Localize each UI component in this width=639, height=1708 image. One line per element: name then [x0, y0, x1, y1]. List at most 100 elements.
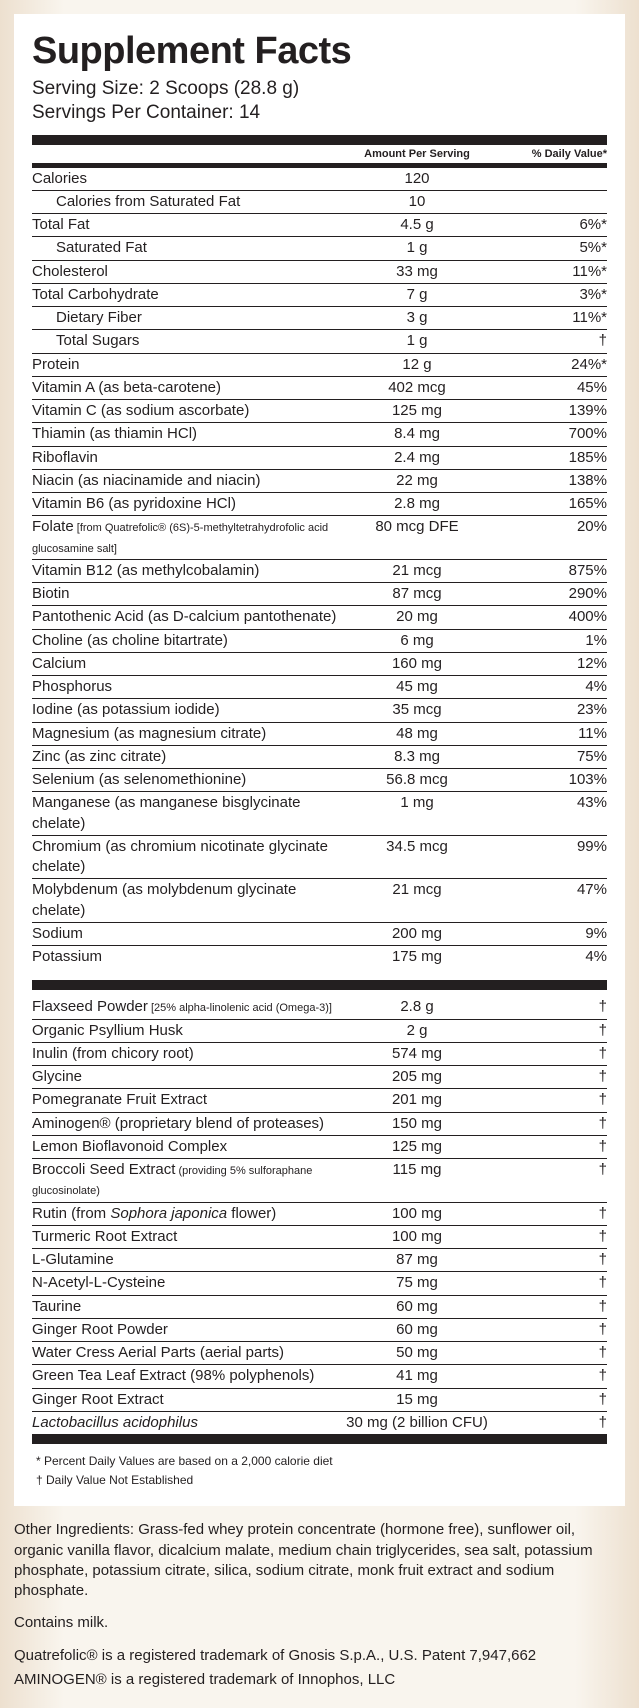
nutrient-dv: 47% — [497, 880, 607, 900]
nutrient-amount: 1 g — [337, 238, 497, 258]
nutrient-dv: † — [497, 1250, 607, 1270]
table-row: Pantothenic Acid (as D-calcium pantothen… — [32, 606, 607, 629]
table-row: Molybdenum (as molybdenum glycinate chel… — [32, 879, 607, 923]
table-row: Lactobacillus acidophilus30 mg (2 billio… — [32, 1412, 607, 1434]
nutrient-amount: 100 mg — [337, 1204, 497, 1224]
nutrient-dv: † — [497, 1160, 607, 1180]
nutrient-name: Total Fat — [32, 215, 337, 235]
table-row: Organic Psyllium Husk2 g† — [32, 1020, 607, 1043]
nutrient-dv: 11% — [497, 724, 607, 744]
nutrient-amount: 75 mg — [337, 1273, 497, 1293]
table-row: Sodium200 mg9% — [32, 923, 607, 946]
nutrient-amount: 1 mg — [337, 793, 497, 813]
nutrient-dv: † — [497, 1137, 607, 1157]
footnotes: * Percent Daily Values are based on a 2,… — [32, 1444, 607, 1492]
nutrient-name: Total Sugars — [32, 331, 337, 351]
nutrient-name: Vitamin B6 (as pyridoxine HCl) — [32, 494, 337, 514]
table-row: Chromium (as chromium nicotinate glycina… — [32, 836, 607, 880]
nutrient-name: Niacin (as niacinamide and niacin) — [32, 471, 337, 491]
trademark-1: Quatrefolic® is a registered trademark o… — [14, 1646, 625, 1666]
table-row: Vitamin A (as beta-carotene)402 mcg45% — [32, 377, 607, 400]
table-row: Magnesium (as magnesium citrate)48 mg11% — [32, 723, 607, 746]
nutrient-name: Lactobacillus acidophilus — [32, 1413, 337, 1433]
nutrient-name: Riboflavin — [32, 448, 337, 468]
nutrient-name: Taurine — [32, 1297, 337, 1317]
table-row: Green Tea Leaf Extract (98% polyphenols)… — [32, 1365, 607, 1388]
nutrient-name: Calcium — [32, 654, 337, 674]
nutrient-amount: 56.8 mcg — [337, 770, 497, 790]
nutrient-dv: 9% — [497, 924, 607, 944]
nutrient-dv: 24%* — [497, 355, 607, 375]
nutrient-name: Biotin — [32, 584, 337, 604]
nutrient-dv: 4% — [497, 947, 607, 967]
nutrient-name: Organic Psyllium Husk — [32, 1021, 337, 1041]
nutrient-amount: 41 mg — [337, 1366, 497, 1386]
nutrient-dv: † — [497, 1390, 607, 1410]
nutrient-amount: 175 mg — [337, 947, 497, 967]
nutrient-dv: 139% — [497, 401, 607, 421]
table-row: Vitamin B6 (as pyridoxine HCl)2.8 mg165% — [32, 493, 607, 516]
nutrient-amount: 205 mg — [337, 1067, 497, 1087]
nutrient-amount: 150 mg — [337, 1114, 497, 1134]
nutrient-dv: † — [497, 331, 607, 351]
table-row: L-Glutamine87 mg† — [32, 1249, 607, 1272]
nutrient-amount: 402 mcg — [337, 378, 497, 398]
nutrient-amount: 200 mg — [337, 924, 497, 944]
table-row: Ginger Root Powder60 mg† — [32, 1319, 607, 1342]
nutrient-amount: 20 mg — [337, 607, 497, 627]
nutrient-name: Lemon Bioflavonoid Complex — [32, 1137, 337, 1157]
nutrient-dv: 400% — [497, 607, 607, 627]
nutrient-name: Protein — [32, 355, 337, 375]
table-row: Zinc (as zinc citrate)8.3 mg75% — [32, 746, 607, 769]
nutrient-dv: 11%* — [497, 308, 607, 328]
nutrient-amount: 50 mg — [337, 1343, 497, 1363]
nutrient-dv: † — [497, 1343, 607, 1363]
table-row: Potassium175 mg4% — [32, 946, 607, 968]
table-row: Manganese (as manganese bisglycinate che… — [32, 792, 607, 836]
divider-thick — [32, 980, 607, 990]
nutrient-name: Chromium (as chromium nicotinate glycina… — [32, 837, 337, 878]
nutrient-name: Pomegranate Fruit Extract — [32, 1090, 337, 1110]
nutrient-name: L-Glutamine — [32, 1250, 337, 1270]
table-row: Rutin (from Sophora japonica flower)100 … — [32, 1203, 607, 1226]
table-row: Water Cress Aerial Parts (aerial parts)5… — [32, 1342, 607, 1365]
nutrient-name: Total Carbohydrate — [32, 285, 337, 305]
nutrient-amount: 48 mg — [337, 724, 497, 744]
table-row: Selenium (as selenomethionine)56.8 mcg10… — [32, 769, 607, 792]
nutrient-amount: 120 — [337, 169, 497, 189]
nutrient-amount: 125 mg — [337, 401, 497, 421]
nutrient-name: Magnesium (as magnesium citrate) — [32, 724, 337, 744]
nutrient-name: Calories from Saturated Fat — [32, 192, 337, 212]
nutrient-amount: 8.3 mg — [337, 747, 497, 767]
nutrient-dv: 700% — [497, 424, 607, 444]
table-row: Lemon Bioflavonoid Complex125 mg† — [32, 1136, 607, 1159]
nutrient-name: Glycine — [32, 1067, 337, 1087]
nutrient-dv: 12% — [497, 654, 607, 674]
table-row: Biotin87 mcg290% — [32, 583, 607, 606]
nutrient-amount: 45 mg — [337, 677, 497, 697]
table-row: Iodine (as potassium iodide)35 mcg23% — [32, 699, 607, 722]
table-row: Glycine205 mg† — [32, 1066, 607, 1089]
table-row: Cholesterol33 mg11%* — [32, 261, 607, 284]
nutrient-dv: 75% — [497, 747, 607, 767]
nutrient-amount: 2 g — [337, 1021, 497, 1041]
serving-info: Serving Size: 2 Scoops (28.8 g) Servings… — [32, 77, 607, 125]
table-row: Saturated Fat1 g5%* — [32, 237, 607, 260]
nutrient-amount: 22 mg — [337, 471, 497, 491]
table-row: Aminogen® (proprietary blend of protease… — [32, 1113, 607, 1136]
nutrient-amount: 30 mg (2 billion CFU) — [337, 1413, 497, 1433]
additional-info: Other Ingredients: Grass-fed whey protei… — [14, 1520, 625, 1690]
nutrient-dv: 185% — [497, 448, 607, 468]
nutrient-name: Green Tea Leaf Extract (98% polyphenols) — [32, 1366, 337, 1386]
nutrient-dv: † — [497, 1366, 607, 1386]
nutrient-dv: 99% — [497, 837, 607, 857]
nutrient-dv: † — [497, 1297, 607, 1317]
nutrient-dv: † — [497, 1273, 607, 1293]
nutrient-name: Zinc (as zinc citrate) — [32, 747, 337, 767]
nutrient-dv: 138% — [497, 471, 607, 491]
nutrient-amount: 15 mg — [337, 1390, 497, 1410]
table-row: Taurine60 mg† — [32, 1296, 607, 1319]
table-row: Calories120 — [32, 168, 607, 191]
table-row: Total Carbohydrate7 g3%* — [32, 284, 607, 307]
nutrient-amount: 8.4 mg — [337, 424, 497, 444]
